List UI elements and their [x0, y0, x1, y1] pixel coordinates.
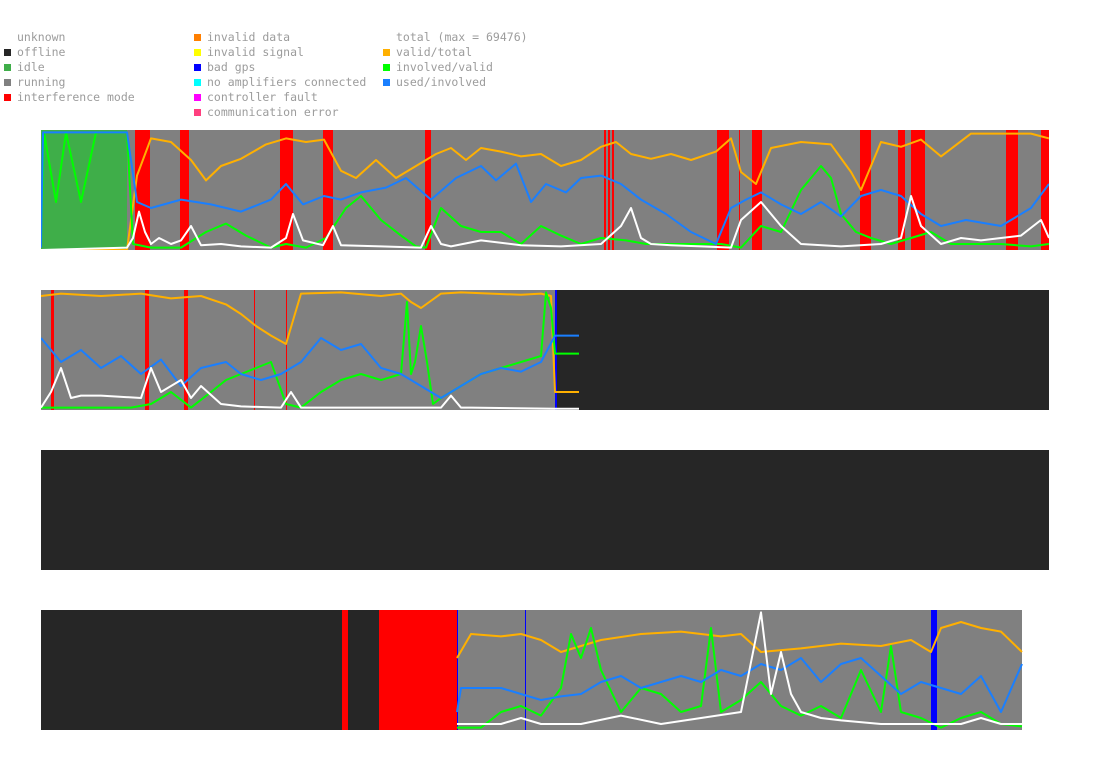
status-band-interference-mode [323, 130, 333, 250]
legend-swatch [4, 64, 11, 71]
series-line-involved-valid [41, 291, 579, 409]
legend-swatch [383, 79, 390, 86]
legend-item-running: running [4, 75, 135, 90]
legend-item-valid-total: valid/total [383, 45, 528, 60]
series-line-used-involved [41, 334, 579, 399]
status-band-running [457, 610, 1022, 730]
legend-label: idle [17, 60, 45, 74]
timeline-chart-3 [41, 450, 1049, 570]
legend-label: involved/valid [396, 60, 493, 74]
legend-item-unknown: unknown [4, 30, 135, 45]
legend-item-bad-gps: bad gps [194, 60, 366, 75]
status-band-bad-gps [525, 610, 526, 730]
legend-item-communication-error: communication error [194, 105, 366, 120]
series-line-valid-total [41, 291, 579, 393]
status-band-interference-mode [254, 290, 255, 410]
legend-label: bad gps [207, 60, 256, 74]
status-band-interference-mode [425, 130, 431, 250]
timeline-plot-3 [41, 450, 1049, 570]
legend-item-idle: idle [4, 60, 135, 75]
timeline-plot-2 [41, 290, 1049, 410]
series-line-valid-total [456, 621, 1023, 659]
legend-item-offline: offline [4, 45, 135, 60]
status-band-interference-mode [860, 130, 871, 250]
status-band-interference-mode [280, 130, 293, 250]
status-band-interference-mode [145, 290, 149, 410]
status-band-bad-gps [457, 610, 458, 730]
error-legend: invalid data invalid signal bad gps no ampl… [194, 30, 366, 120]
status-band-interference-mode [612, 130, 614, 250]
status-band-bad-gps [931, 610, 937, 730]
legend-label: valid/total [396, 45, 473, 59]
legend-item-invalid-data: invalid data [194, 30, 366, 45]
status-band-interference-mode [286, 290, 287, 410]
status-band-interference-mode [51, 290, 54, 410]
legend-item-involved-valid: involved/valid [383, 60, 528, 75]
series-line-total [41, 195, 1049, 250]
timeline-chart-1 [41, 130, 1049, 250]
timeline-plot-1 [41, 130, 1049, 250]
legend-swatch [4, 79, 11, 86]
series-line-valid-total [41, 132, 1049, 250]
status-band-interference-mode [135, 130, 150, 250]
legend-item-total-max-69476: total (max = 69476) [383, 30, 528, 45]
status-band-interference-mode [604, 130, 606, 250]
status-band-interference-mode [739, 130, 740, 250]
legend-swatch [194, 34, 201, 41]
legend-swatch [4, 49, 11, 56]
legend-swatch [4, 94, 11, 101]
timeline-chart-2 [41, 290, 1049, 410]
legend-item-no-amplifiers-connected: no amplifiers connected [194, 75, 366, 90]
series-line-involved-valid [41, 131, 1049, 249]
legend-label: communication error [207, 105, 339, 119]
status-band-offline [348, 610, 379, 730]
legend-label: controller fault [207, 90, 318, 104]
legend-label: unknown [17, 30, 66, 44]
legend-label: no amplifiers connected [207, 75, 367, 89]
status-band-interference-mode [898, 130, 905, 250]
timeline-chart-4 [41, 610, 1049, 730]
legend-item-invalid-signal: invalid signal [194, 45, 366, 60]
legend-swatch [383, 64, 390, 71]
series-line-used-involved [456, 657, 1023, 713]
status-band-offline [555, 290, 1049, 410]
legend-item-controller-fault: controller fault [194, 90, 366, 105]
series-line-total [41, 367, 579, 410]
status-band-interference-mode [608, 130, 610, 250]
status-band-running [127, 130, 1049, 250]
series-line-involved-valid [457, 627, 1023, 729]
status-band-interference-mode [184, 290, 188, 410]
legend-label: interference mode [17, 90, 135, 104]
legend-swatch [194, 64, 201, 71]
legend-item-interference-mode: interference mode [4, 90, 135, 105]
status-band-offline [41, 450, 1049, 570]
series-line-total [457, 611, 1022, 725]
legend-swatch [194, 94, 201, 101]
legend-swatch [194, 109, 201, 116]
legend-label: invalid signal [207, 45, 304, 59]
legend-swatch [383, 49, 390, 56]
status-band-running [41, 290, 555, 410]
series-line-used-involved [41, 131, 1049, 248]
legend-label: offline [17, 45, 66, 59]
legend-label: running [17, 75, 66, 89]
legend-swatch [194, 79, 201, 86]
legend-item-used-involved: used/involved [383, 75, 528, 90]
metric-legend: total (max = 69476) valid/total involved/v… [383, 30, 528, 90]
legend-label: invalid data [207, 30, 291, 44]
status-band-interference-mode [911, 130, 925, 250]
legend-swatch [194, 49, 201, 56]
status-band-offline [41, 610, 342, 730]
legend-label: total (max = 69476) [396, 30, 528, 44]
status-band-interference-mode [342, 610, 348, 730]
timeline-plot-4 [41, 610, 1023, 730]
status-legend: unknown offline idle running interference mo… [4, 30, 135, 105]
status-band-bad-gps [555, 290, 557, 410]
status-band-interference-mode [379, 610, 457, 730]
status-band-interference-mode [180, 130, 189, 250]
legend-label: used/involved [396, 75, 487, 89]
status-band-interference-mode [752, 130, 762, 250]
status-band-interference-mode [1006, 130, 1018, 250]
